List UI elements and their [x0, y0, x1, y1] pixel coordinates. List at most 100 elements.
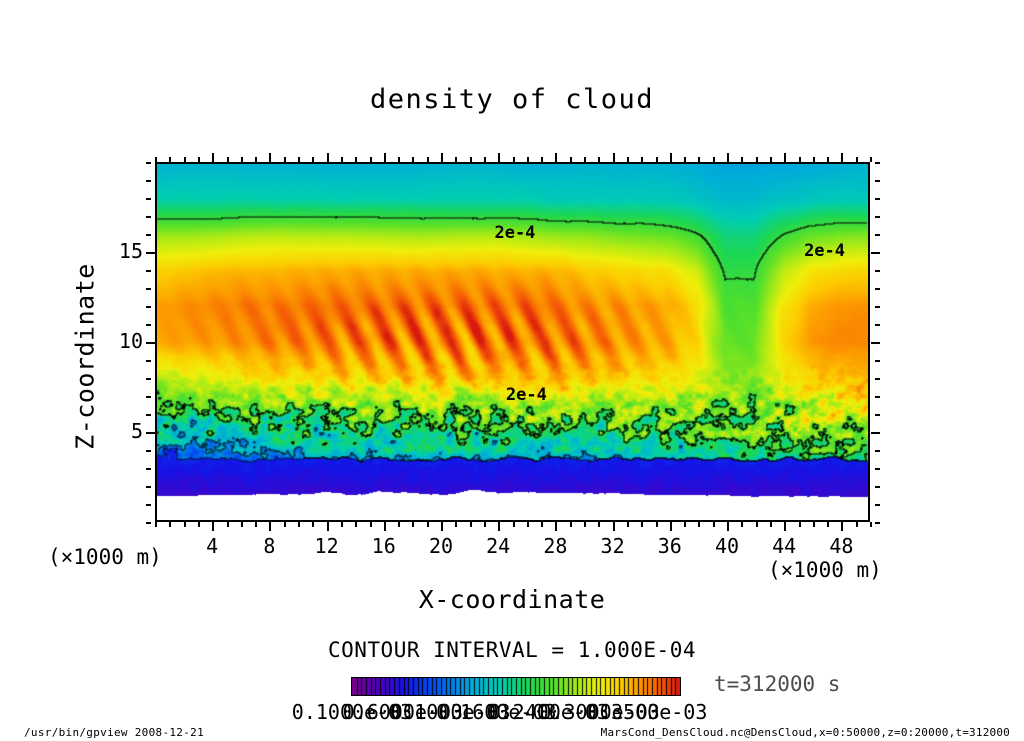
x-tick	[226, 522, 229, 527]
x-tick	[469, 522, 472, 527]
y-tick	[875, 306, 880, 308]
x-tick	[169, 522, 172, 527]
x-tick-label: 28	[543, 534, 568, 558]
x-tick	[469, 157, 472, 162]
x-tick	[283, 157, 286, 162]
y-axis-title: Z-coordinate	[70, 263, 100, 450]
y-tick	[875, 270, 880, 272]
x-tick	[240, 522, 243, 527]
x-tick	[812, 157, 815, 162]
x-tick	[827, 522, 830, 527]
x-tick	[669, 522, 672, 531]
y-tick	[875, 522, 880, 524]
colorbar-gradient	[352, 678, 680, 695]
colorbar-tick-labels: 0.1000e-03 0.6000e-03 0.1000e-03 0.1600e-03…	[0, 700, 1024, 726]
y-tick	[871, 342, 880, 344]
colorbar-tick-label: 0.1600e-03	[436, 700, 557, 724]
x-tick	[598, 522, 601, 527]
y-tick	[146, 468, 151, 470]
y-tick	[146, 252, 155, 254]
x-tick	[584, 157, 586, 162]
x-axis-ticks-bottom	[155, 522, 872, 532]
x-tick	[498, 522, 501, 531]
x-tick	[412, 157, 415, 162]
x-tick	[555, 153, 558, 162]
x-tick-label: 36	[657, 534, 682, 558]
x-tick	[383, 522, 386, 531]
colorbar	[351, 677, 681, 696]
x-tick	[269, 522, 272, 531]
x-tick	[483, 522, 486, 527]
x-tick	[727, 522, 729, 531]
x-axis-title: X-coordinate	[418, 585, 606, 614]
x-tick	[355, 522, 358, 527]
x-tick	[541, 157, 544, 162]
x-tick-label: 32	[600, 534, 625, 558]
x-tick-label: 24	[486, 534, 511, 558]
y-tick	[146, 342, 155, 344]
x-axis-unit-left: (×1000 m)	[48, 545, 162, 569]
y-tick	[875, 288, 880, 290]
colorbar-tick-label: 0.2400e-03	[488, 700, 610, 724]
x-tick	[240, 157, 243, 162]
y-tick	[875, 324, 880, 326]
contour-plot-area: 2e-4 2e-4 2e-4	[155, 162, 870, 522]
x-tick	[212, 153, 215, 162]
x-tick-label: 12	[314, 534, 339, 558]
y-tick	[146, 324, 151, 326]
x-tick	[641, 157, 644, 162]
x-tick	[741, 522, 744, 527]
x-tick-label: 20	[428, 534, 454, 558]
page-title: density of cloud	[369, 84, 655, 115]
x-tick	[369, 157, 372, 162]
x-tick	[584, 522, 586, 527]
y-tick	[146, 162, 151, 164]
contour-line-label: 2e-4	[494, 223, 536, 244]
x-tick	[398, 157, 401, 162]
y-tick	[875, 198, 880, 200]
x-tick	[455, 522, 458, 527]
contour-field-canvas	[157, 164, 868, 520]
x-tick	[684, 522, 687, 527]
y-tick	[146, 288, 151, 290]
y-tick	[875, 162, 880, 164]
x-tick	[855, 157, 858, 162]
y-tick	[146, 504, 151, 506]
x-tick	[870, 157, 872, 162]
y-tick	[146, 378, 151, 380]
footer-dataset: MarsCond_DensCloud.nc@DensCloud,x=0:5000…	[600, 726, 1010, 739]
x-tick	[312, 157, 315, 162]
x-tick	[712, 522, 715, 527]
x-tick	[870, 522, 872, 527]
x-tick	[155, 522, 157, 527]
x-tick	[769, 157, 772, 162]
x-tick	[197, 157, 200, 162]
x-tick	[197, 522, 200, 527]
x-tick	[655, 157, 658, 162]
x-tick	[755, 522, 758, 527]
x-tick-label: 16	[371, 534, 396, 558]
x-tick	[340, 157, 343, 162]
y-axis-ticks-left	[146, 162, 156, 524]
x-tick	[727, 153, 729, 162]
y-tick	[146, 522, 151, 524]
x-tick	[326, 153, 329, 162]
x-tick-label: 40	[714, 534, 740, 558]
y-tick	[146, 450, 151, 452]
y-tick	[875, 414, 880, 416]
x-tick	[512, 157, 515, 162]
x-tick	[298, 522, 300, 527]
colorbar-tick-label: 0.3500e-03	[586, 700, 708, 724]
x-tick	[283, 522, 286, 527]
x-tick	[483, 157, 486, 162]
colorbar-tick-label: 0.6000e-03	[342, 700, 464, 724]
x-tick	[183, 157, 186, 162]
y-tick	[871, 432, 880, 434]
x-tick	[626, 157, 629, 162]
x-tick	[355, 157, 358, 162]
x-tick	[827, 157, 830, 162]
x-tick	[769, 522, 772, 527]
x-tick-label: 8	[263, 534, 276, 558]
x-tick	[340, 522, 343, 527]
y-tick	[875, 486, 880, 488]
